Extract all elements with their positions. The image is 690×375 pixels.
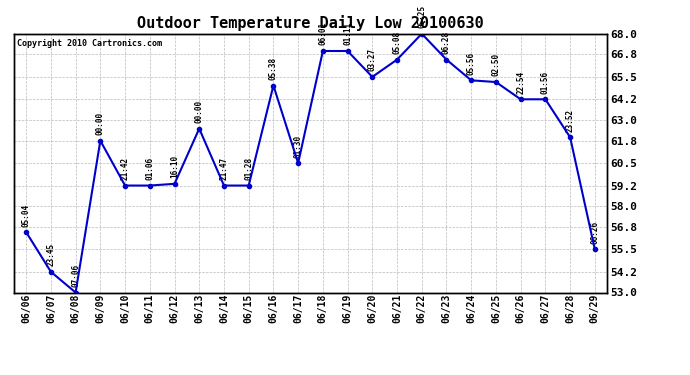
Text: 05:04: 05:04 (21, 204, 30, 226)
Text: 00:00: 00:00 (96, 112, 105, 135)
Text: 21:42: 21:42 (121, 157, 130, 180)
Text: 00:00: 00:00 (195, 100, 204, 123)
Text: 02:50: 02:50 (491, 53, 500, 76)
Text: 05:56: 05:56 (466, 52, 475, 75)
Text: Copyright 2010 Cartronics.com: Copyright 2010 Cartronics.com (17, 39, 161, 48)
Text: 21:47: 21:47 (219, 157, 228, 180)
Text: 05:38: 05:38 (269, 57, 278, 80)
Text: 22:54: 22:54 (516, 70, 525, 94)
Text: 03:27: 03:27 (368, 48, 377, 71)
Text: 06:01: 06:01 (318, 22, 327, 45)
Title: Outdoor Temperature Daily Low 20100630: Outdoor Temperature Daily Low 20100630 (137, 15, 484, 31)
Text: 16:10: 16:10 (170, 155, 179, 178)
Text: 06:28: 06:28 (442, 31, 451, 54)
Text: 01:06: 01:06 (146, 157, 155, 180)
Text: 23:45: 23:45 (46, 243, 55, 266)
Text: 23:52: 23:52 (566, 109, 575, 132)
Text: 01:11: 01:11 (343, 22, 352, 45)
Text: 01:30: 01:30 (294, 135, 303, 158)
Text: 05:08: 05:08 (393, 31, 402, 54)
Text: 01:28: 01:28 (244, 157, 253, 180)
Text: 07:06: 07:06 (71, 264, 80, 287)
Text: 06:26: 06:26 (591, 221, 600, 244)
Text: 01:56: 01:56 (541, 70, 550, 94)
Text: 05:25: 05:25 (417, 5, 426, 28)
